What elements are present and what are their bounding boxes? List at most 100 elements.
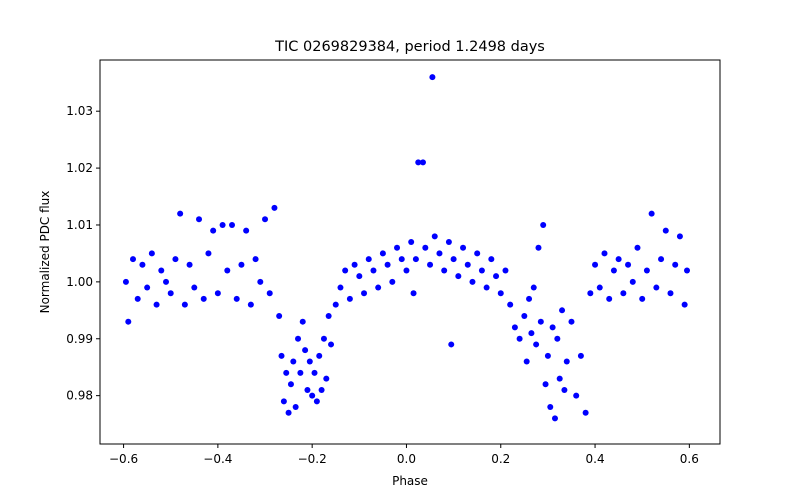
data-point [309,392,316,399]
data-point [582,409,589,416]
data-point [271,204,278,211]
y-tick-label: 1.02 [66,161,93,175]
data-point [295,335,302,342]
data-point [483,284,490,291]
data-point [356,273,363,280]
data-point [398,256,405,263]
data-point [210,227,217,234]
x-tick-label: −0.4 [203,452,232,466]
data-point [537,318,544,325]
data-point [561,386,568,393]
data-point [547,404,554,411]
data-point [297,369,304,376]
data-point [325,313,332,319]
x-axis-label: Phase [392,474,428,488]
data-point [262,216,269,223]
data-point [684,267,690,274]
data-point [559,307,566,314]
data-point [361,290,368,297]
data-point [577,352,584,359]
data-point [639,295,646,302]
x-tick-label: 0.2 [491,452,510,466]
data-point [292,404,299,411]
data-point [320,335,327,342]
data-point [592,261,599,268]
data-point [318,386,325,393]
data-point [214,290,221,297]
data-point [478,267,485,274]
data-point [441,267,448,274]
data-point [125,318,132,325]
data-point [287,381,294,388]
data-point [337,284,344,291]
data-point [139,261,146,268]
data-point [191,284,198,291]
data-point [158,267,165,274]
data-point [247,301,254,308]
data-point [615,256,622,263]
data-point [422,244,429,251]
data-point [408,239,415,246]
data-point [436,250,443,257]
data-point [346,295,353,302]
data-point [429,74,436,81]
data-point [134,295,141,302]
data-point [648,210,655,217]
data-point [528,330,535,337]
data-point [556,375,563,382]
y-tick-label: 0.98 [66,389,93,403]
data-point [196,216,203,223]
plot-area-frame [99,59,721,445]
data-point [290,358,297,365]
data-point [410,290,417,297]
data-point [535,244,542,251]
data-point [681,301,688,308]
data-point [219,221,226,228]
data-point [653,284,660,291]
data-point [122,278,129,285]
data-point [148,250,155,257]
y-axis-label: Normalized PDC flux [38,191,52,314]
data-point [285,409,292,416]
data-point [238,261,245,268]
x-axis: −0.6 −0.4 −0.2 0.0 0.2 0.4 0.6 [109,444,699,466]
data-point [276,313,283,319]
data-point [313,398,320,405]
x-tick-label: −0.2 [298,452,327,466]
data-point [205,250,212,257]
x-tick-label: −0.6 [109,452,138,466]
data-point [311,369,318,376]
data-point [521,313,528,319]
data-point [304,386,311,393]
data-point [370,267,377,274]
data-point [412,256,419,263]
data-point [563,358,570,365]
data-point [299,318,306,325]
data-point [596,284,603,291]
data-point [233,295,240,302]
data-point [181,301,188,308]
data-point [431,233,438,240]
data-point [526,295,533,302]
data-point [533,341,540,348]
data-point [676,233,683,240]
data-point [379,250,386,257]
data-point [163,278,170,285]
data-point [427,261,434,268]
data-point [243,227,250,234]
data-point [445,239,452,246]
data-point [540,221,547,228]
data-point [542,381,549,388]
x-tick-label: 0.4 [586,452,605,466]
data-point [257,278,264,285]
data-point [389,278,396,285]
data-point [606,295,613,302]
data-point [394,244,401,251]
data-point [610,267,617,274]
data-point [130,256,136,263]
y-tick-label: 0.99 [66,332,93,346]
data-point [450,256,457,263]
data-point [474,250,481,257]
data-point [266,290,273,297]
